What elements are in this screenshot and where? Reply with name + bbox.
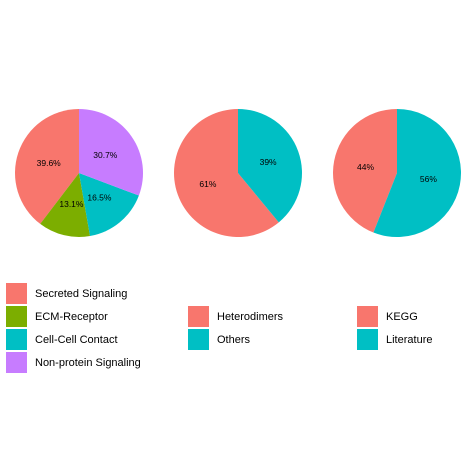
pie-slice-label-ecm-receptor: 13.1% bbox=[59, 199, 84, 209]
pie-chart-2: 61% 39% bbox=[174, 109, 302, 238]
pie-charts: 39.6% 13.1%16.5% 30.7% 61% 39% 44% 56% bbox=[15, 109, 462, 238]
pie-chart-3: 44% 56% bbox=[333, 109, 462, 237]
legend-swatch bbox=[6, 306, 27, 327]
legend-item-heterodimers: Heterodimers bbox=[188, 306, 283, 327]
legend-swatch bbox=[6, 283, 27, 304]
legend-label: Secreted Signaling bbox=[35, 287, 128, 300]
legend-swatch bbox=[357, 306, 378, 327]
legend-item-literature: Literature bbox=[357, 329, 432, 350]
legend-item-secreted-signaling: Secreted Signaling bbox=[6, 283, 127, 304]
pie-slice-label-non-protein-signaling: 30.7% bbox=[93, 150, 118, 160]
legend-label: Literature bbox=[386, 333, 433, 346]
legend-label: ECM-Receptor bbox=[35, 310, 108, 323]
legend-item-non-protein-signaling: Non-protein Signaling bbox=[6, 352, 141, 373]
legend-label: KEGG bbox=[386, 310, 418, 323]
pie-chart-1: 39.6% 13.1%16.5% 30.7% bbox=[15, 109, 143, 237]
legend-label: Heterodimers bbox=[217, 310, 284, 323]
pie-slice-kegg bbox=[333, 109, 397, 233]
pie-slice-secreted-signaling bbox=[15, 109, 79, 224]
legend-swatch bbox=[6, 352, 27, 373]
pie-slice-label-literature: 56% bbox=[420, 174, 437, 184]
legend-swatch bbox=[6, 329, 27, 350]
legend-label: Cell-Cell Contact bbox=[35, 333, 118, 346]
pie-slice-cell-cell-contact bbox=[79, 173, 139, 237]
legend-swatch bbox=[188, 329, 209, 350]
legend-label: Non-protein Signaling bbox=[35, 356, 141, 369]
pie-slice-non-protein-signaling bbox=[79, 109, 143, 196]
pie-slice-label-heterodimers: 61% bbox=[199, 179, 216, 189]
pie-slice-literature bbox=[373, 109, 462, 237]
legend-item-kegg: KEGG bbox=[357, 306, 418, 327]
pie-slice-others bbox=[238, 109, 302, 223]
pie-slice-ecm-receptor bbox=[40, 173, 91, 237]
pie-slice-label-others: 39% bbox=[260, 157, 277, 167]
legend-swatch bbox=[188, 306, 209, 327]
pie-slice-label-kegg: 44% bbox=[357, 162, 374, 172]
pie-slice-heterodimers bbox=[174, 109, 279, 238]
legend-item-ecm-receptor: ECM-Receptor bbox=[6, 306, 108, 327]
legend-swatch bbox=[357, 329, 378, 350]
pie-slice-label-cell-cell-contact: 16.5% bbox=[87, 193, 112, 203]
legend-item-cell-cell-contact: Cell-Cell Contact bbox=[6, 329, 118, 350]
legend-item-others: Others bbox=[188, 329, 250, 350]
legend-label: Others bbox=[217, 333, 251, 346]
pie-slice-label-secreted-signaling: 39.6% bbox=[37, 158, 62, 168]
